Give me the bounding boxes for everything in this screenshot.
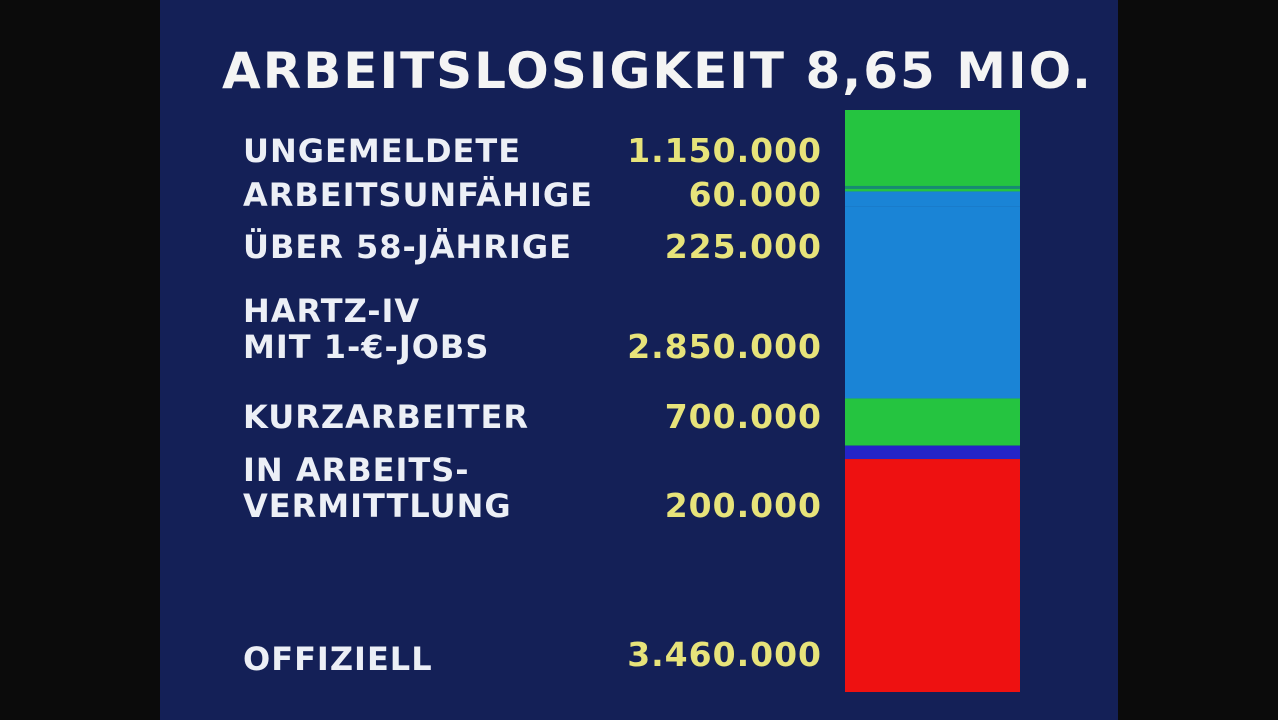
category-label-kurzarbeiter: KURZARBEITER xyxy=(243,398,529,436)
bar-segment-ungemeldete xyxy=(845,110,1020,188)
category-label-arbeitsunfaehige: ARBEITSUNFÄHIGE xyxy=(243,176,593,214)
category-label-arbeitsvermittlung: IN ARBEITS- VERMITTLUNG xyxy=(243,451,512,525)
bar-segment-ueber-58 xyxy=(845,191,1020,207)
value-label-ueber-58: 225.000 xyxy=(664,227,822,266)
bar-segment-hartz-iv xyxy=(845,206,1020,399)
value-label-hartz-iv: 2.850.000 xyxy=(627,327,822,366)
category-label-ueber-58: ÜBER 58-JÄHRIGE xyxy=(243,228,572,266)
chart-title: ARBEITSLOSIGKEIT 8,65 MIO. xyxy=(222,42,1093,100)
value-label-kurzarbeiter: 700.000 xyxy=(664,397,822,436)
value-label-arbeitsvermittlung: 200.000 xyxy=(664,486,822,525)
category-label-hartz-iv: HARTZ-IV MIT 1-€-JOBS xyxy=(243,292,490,366)
value-label-offiziell: 3.460.000 xyxy=(627,635,822,674)
category-label-ungemeldete: UNGEMELDETE xyxy=(243,132,522,170)
bar-segment-offiziell xyxy=(845,459,1020,692)
bar-segment-arbeitsvermittlung xyxy=(845,445,1020,460)
value-label-arbeitsunfaehige: 60.000 xyxy=(688,175,822,214)
bar-segment-kurzarbeiter xyxy=(845,398,1020,446)
value-label-ungemeldete: 1.150.000 xyxy=(627,131,822,170)
category-label-offiziell: OFFIZIELL xyxy=(243,640,433,678)
bar-segment-arbeitsunfaehige xyxy=(845,187,1020,192)
segment-divider-line xyxy=(845,185,1020,189)
